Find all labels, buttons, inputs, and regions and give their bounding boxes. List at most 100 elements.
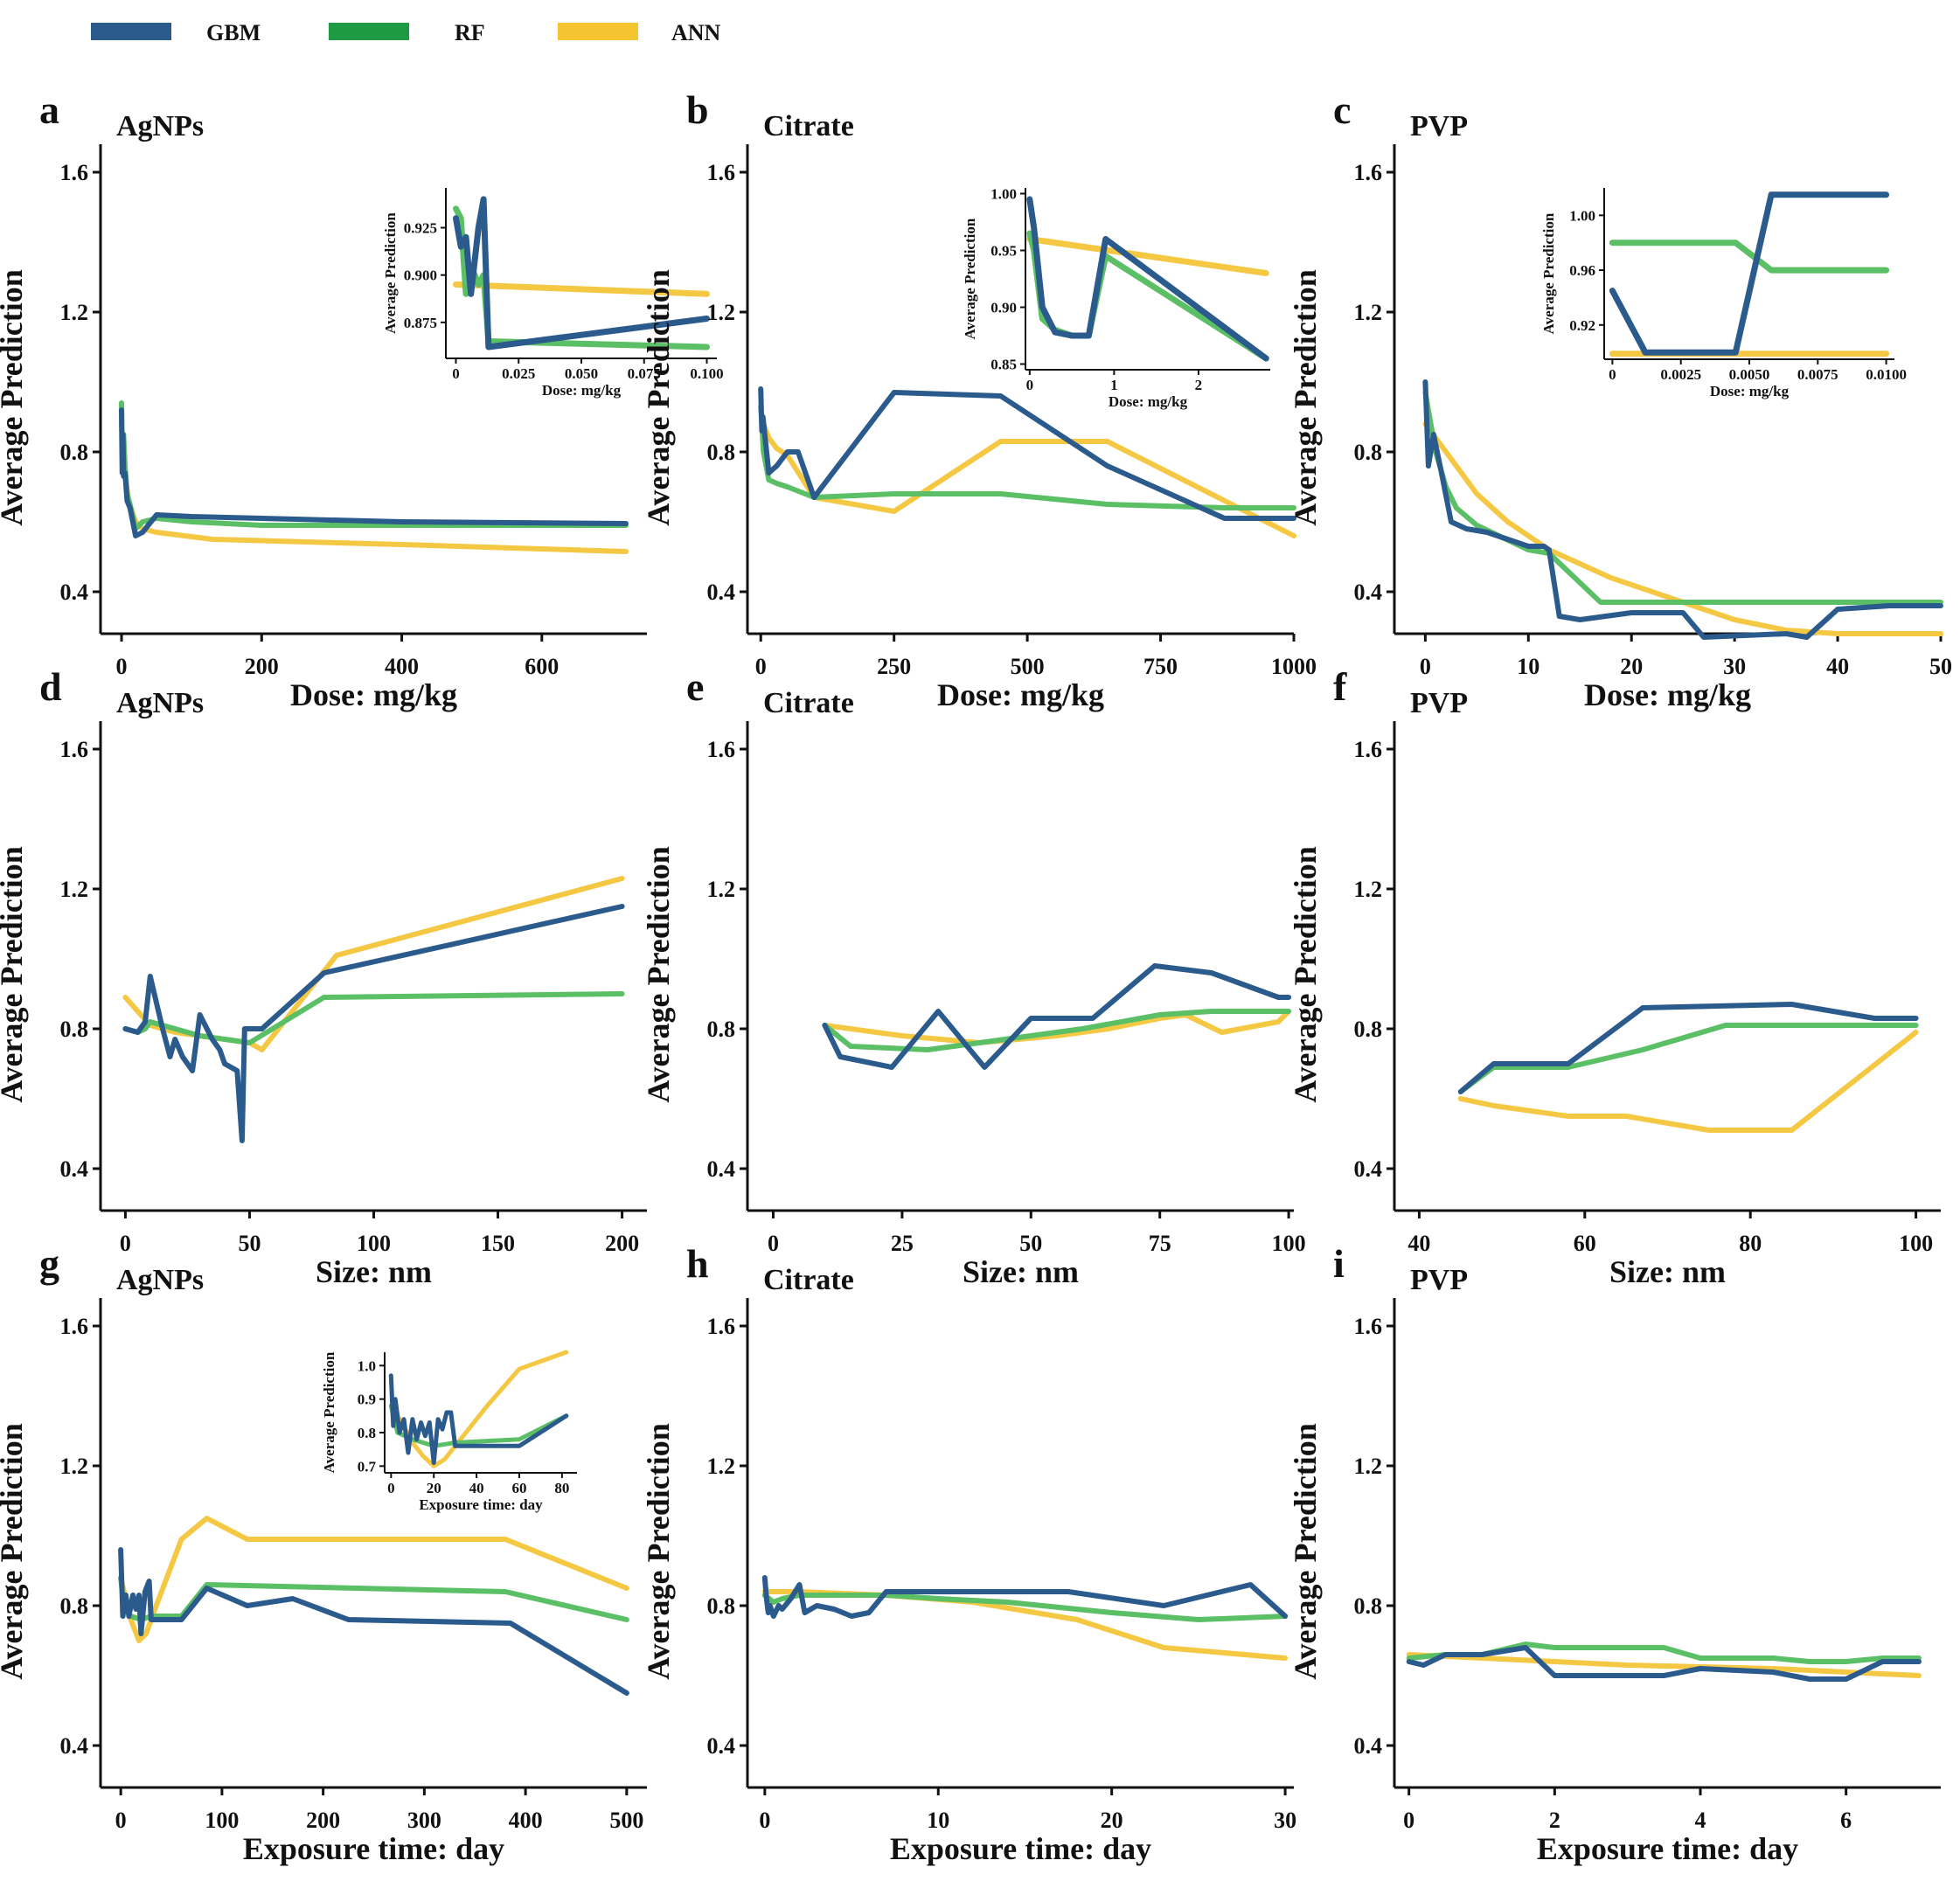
x-tick-label: 0	[1420, 654, 1431, 679]
inset-series-rf	[1609, 239, 1890, 274]
inset-series-ann	[453, 281, 710, 297]
inset-y-axis-label: Average Prediction	[321, 1351, 337, 1473]
y-tick-label: 1.2	[1354, 1454, 1383, 1479]
x-tick-label: 300	[407, 1808, 441, 1833]
panel-title: Citrate	[763, 687, 854, 719]
inset-x-axis-label: Dose: mg/kg	[1109, 393, 1188, 410]
panel-title: PVP	[1410, 110, 1468, 142]
x-tick-label: 600	[525, 654, 559, 679]
inset-x-axis-label: Dose: mg/kg	[1710, 383, 1790, 399]
inset-x-tick-label: 2	[1195, 377, 1203, 393]
x-tick-label: 0	[116, 654, 128, 679]
panel-title: AgNPs	[116, 1264, 204, 1296]
panel-c: 0 10 20 30 40 50 0.4 0.8 1.2 1.6 c PVP Dose: mg/kg Av…	[1288, 87, 1952, 712]
x-tick-label: 0	[759, 1808, 770, 1833]
series-ann	[119, 421, 629, 554]
y-tick-label: 0.8	[707, 1017, 736, 1042]
panel-title: AgNPs	[116, 110, 204, 142]
x-tick-label: 100	[205, 1808, 239, 1833]
legend-swatch-ann	[558, 23, 638, 40]
inset-x-tick-label: 40	[469, 1480, 484, 1496]
inset-x-tick-label: 0.075	[628, 365, 661, 382]
x-tick-label: 50	[1929, 654, 1952, 679]
x-tick-label: 750	[1143, 654, 1178, 679]
panel-title: PVP	[1410, 687, 1468, 719]
panel-letter: c	[1333, 87, 1351, 132]
x-tick-label: 40	[1407, 1231, 1430, 1256]
y-tick-label: 1.2	[60, 300, 89, 325]
panel-title: AgNPs	[116, 687, 204, 719]
x-tick-label: 80	[1739, 1231, 1762, 1256]
inset-x-tick-label: 0.0100	[1866, 366, 1907, 383]
inset-y-tick-label: 1.00	[990, 186, 1017, 203]
x-tick-label: 0	[1403, 1808, 1414, 1833]
x-tick-label: 50	[1019, 1231, 1042, 1256]
x-tick-label: 150	[481, 1231, 515, 1256]
y-tick-label: 0.4	[60, 1156, 89, 1182]
panel-letter: h	[686, 1241, 709, 1286]
y-axis-label: Average Prediction	[641, 1423, 676, 1680]
y-tick-label: 1.2	[1354, 877, 1383, 902]
inset-y-tick-label: 0.925	[404, 220, 437, 237]
legend-label-ann: ANN	[671, 20, 721, 45]
x-axis-label: Dose: mg/kg	[290, 677, 457, 712]
panel-title: Citrate	[763, 110, 854, 142]
y-tick-label: 1.2	[707, 300, 736, 325]
inset-x-tick-label: 60	[512, 1480, 527, 1496]
x-tick-label: 500	[609, 1808, 643, 1833]
y-axis-label: Average Prediction	[0, 1423, 29, 1680]
panel-d: 0 50 100 150 200 0.4 0.8 1.2 1.6 d AgNPs Size: nm Av…	[0, 664, 647, 1289]
y-tick-label: 0.8	[707, 1593, 736, 1619]
series-rf	[1422, 390, 1943, 605]
x-tick-label: 0	[120, 1231, 131, 1256]
panel-i: 0 2 4 6 0.4 0.8 1.2 1.6 i PVP Exposure time: day Av…	[1288, 1241, 1941, 1866]
x-axis-label: Dose: mg/kg	[937, 677, 1104, 712]
x-axis-label: Exposure time: day	[1537, 1831, 1798, 1866]
inset-x-tick-label: 0	[1026, 377, 1034, 393]
x-tick-label: 30	[1723, 654, 1746, 679]
inset-x-tick-label: 0.100	[690, 365, 723, 382]
y-tick-label: 1.6	[1354, 160, 1383, 185]
series-gbm	[1457, 1002, 1919, 1094]
inset-series-rf	[1026, 230, 1269, 362]
x-tick-label: 400	[385, 654, 419, 679]
x-axis-label: Size: nm	[316, 1254, 432, 1289]
panel-letter: b	[686, 87, 709, 132]
y-tick-label: 0.4	[60, 1733, 89, 1759]
y-tick-label: 1.6	[60, 1314, 89, 1339]
x-tick-label: 60	[1574, 1231, 1596, 1256]
x-tick-label: 75	[1149, 1231, 1171, 1256]
x-tick-label: 100	[357, 1231, 391, 1256]
y-tick-label: 1.2	[707, 877, 736, 902]
y-axis-label: Average Prediction	[1288, 269, 1323, 526]
series-rf	[1457, 1023, 1919, 1094]
series-ann	[758, 407, 1296, 538]
x-axis-label: Exposure time: day	[243, 1831, 504, 1866]
panel-title: PVP	[1410, 1264, 1468, 1296]
y-axis-label: Average Prediction	[0, 269, 29, 526]
panel-letter: e	[686, 664, 704, 709]
inset-x-tick-label: 0.0075	[1797, 366, 1838, 383]
y-axis-label: Average Prediction	[641, 846, 676, 1103]
inset-x-tick-label: 0	[1609, 366, 1616, 383]
x-tick-label: 200	[605, 1231, 639, 1256]
y-tick-label: 1.6	[60, 160, 89, 185]
series-rf	[119, 400, 629, 531]
y-tick-label: 0.4	[707, 580, 736, 605]
panel-f: 40 60 80 100 0.4 0.8 1.2 1.6 f PVP Size: nm Average…	[1288, 664, 1941, 1289]
y-tick-label: 0.4	[60, 580, 89, 605]
panel-e: 0 25 50 75 100 0.4 0.8 1.2 1.6 e Citrate Size: nm Av…	[641, 664, 1306, 1289]
x-tick-label: 100	[1899, 1231, 1933, 1256]
x-tick-label: 500	[1011, 654, 1045, 679]
inset-y-axis-label: Average Prediction	[962, 218, 978, 339]
panel-a: 0 200 400 600 0.4 0.8 1.2 1.6 a AgNPs Dose: mg/kg A…	[0, 87, 724, 712]
x-tick-label: 250	[877, 654, 911, 679]
panel-h: 0 10 20 30 0.4 0.8 1.2 1.6 h Citrate Exposure time…	[641, 1241, 1296, 1866]
series-ann	[1457, 1030, 1919, 1133]
inset-y-tick-label: 0.875	[404, 315, 437, 331]
series-gbm	[822, 963, 1292, 1070]
inset-series-gbm	[1609, 191, 1890, 356]
inset-y-tick-label: 0.900	[404, 267, 437, 284]
inset-x-axis-label: Dose: mg/kg	[542, 382, 622, 399]
